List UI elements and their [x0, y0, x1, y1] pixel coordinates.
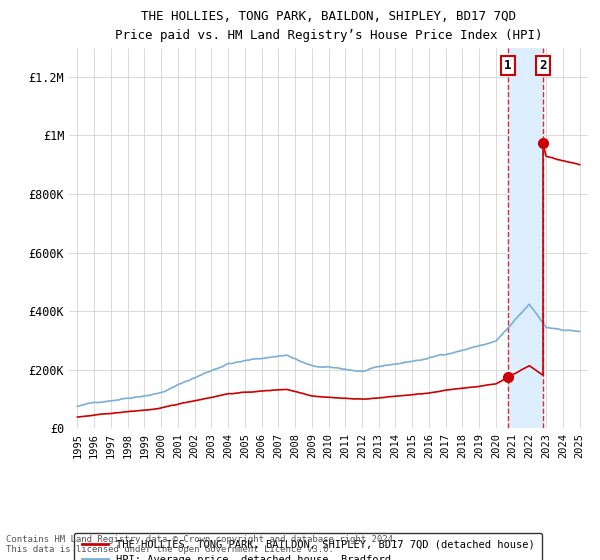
Text: 2: 2: [539, 59, 547, 72]
Bar: [508, 48, 542, 428]
Title: THE HOLLIES, TONG PARK, BAILDON, SHIPLEY, BD17 7QD
Price paid vs. HM Land Regist: THE HOLLIES, TONG PARK, BAILDON, SHIPLEY…: [115, 10, 542, 42]
Legend: THE HOLLIES, TONG PARK, BAILDON, SHIPLEY, BD17 7QD (detached house), HPI: Averag: THE HOLLIES, TONG PARK, BAILDON, SHIPLEY…: [74, 533, 542, 560]
Text: Contains HM Land Registry data © Crown copyright and database right 2024.
This d: Contains HM Land Registry data © Crown c…: [6, 535, 398, 554]
Text: 1: 1: [504, 59, 512, 72]
